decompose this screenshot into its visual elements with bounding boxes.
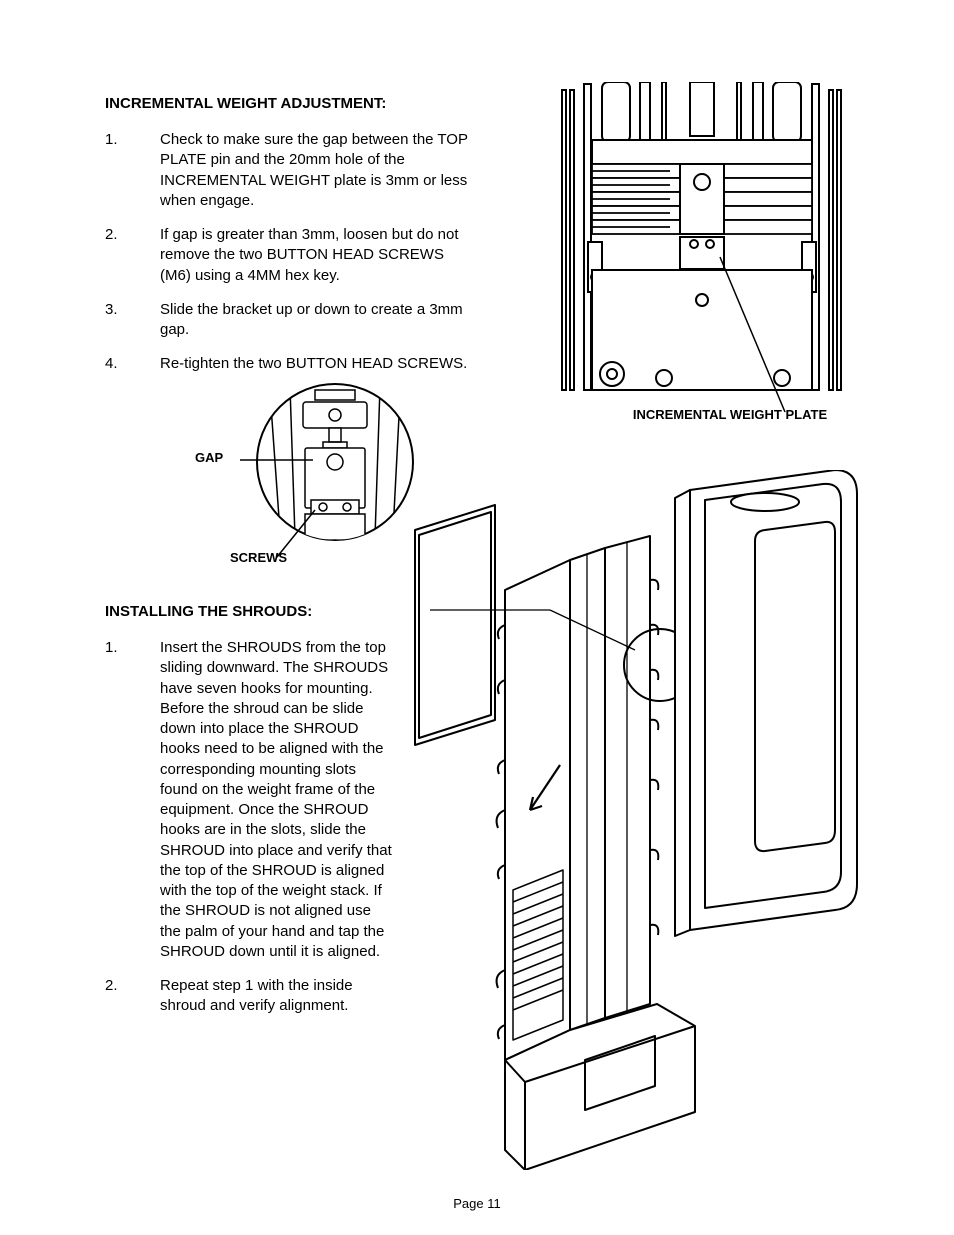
page-number: Page 11 xyxy=(0,1196,954,1211)
section2-list: Insert the SHROUDS from the top sliding … xyxy=(105,638,395,1017)
section1-step: Re-tighten the two BUTTON HEAD SCREWS. xyxy=(105,354,475,374)
section1-list: Check to make sure the gap between the T… xyxy=(105,130,475,375)
section2-step: Insert the SHROUDS from the top sliding … xyxy=(105,638,395,962)
section2-step: Repeat step 1 with the inside shroud and… xyxy=(105,976,395,1017)
screws-label: SCREWS xyxy=(230,550,287,565)
section-incremental-weight: INCREMENTAL WEIGHT ADJUSTMENT: Check to … xyxy=(105,95,475,389)
section1-step: Check to make sure the gap between the T… xyxy=(105,130,475,211)
section1-title: INCREMENTAL WEIGHT ADJUSTMENT: xyxy=(105,95,475,112)
gap-label: GAP xyxy=(195,450,223,465)
figure-shroud-install xyxy=(405,470,865,1170)
section-installing-shrouds: INSTALLING THE SHROUDS: Insert the SHROU… xyxy=(105,603,395,1031)
incremental-weight-plate-label: INCREMENTAL WEIGHT PLATE xyxy=(610,407,850,422)
figure-weight-stack: INCREMENTAL WEIGHT PLATE xyxy=(560,82,845,422)
section1-step: If gap is greater than 3mm, loosen but d… xyxy=(105,225,475,286)
section1-step: Slide the bracket up or down to create a… xyxy=(105,300,475,341)
section2-title: INSTALLING THE SHROUDS: xyxy=(105,603,395,620)
